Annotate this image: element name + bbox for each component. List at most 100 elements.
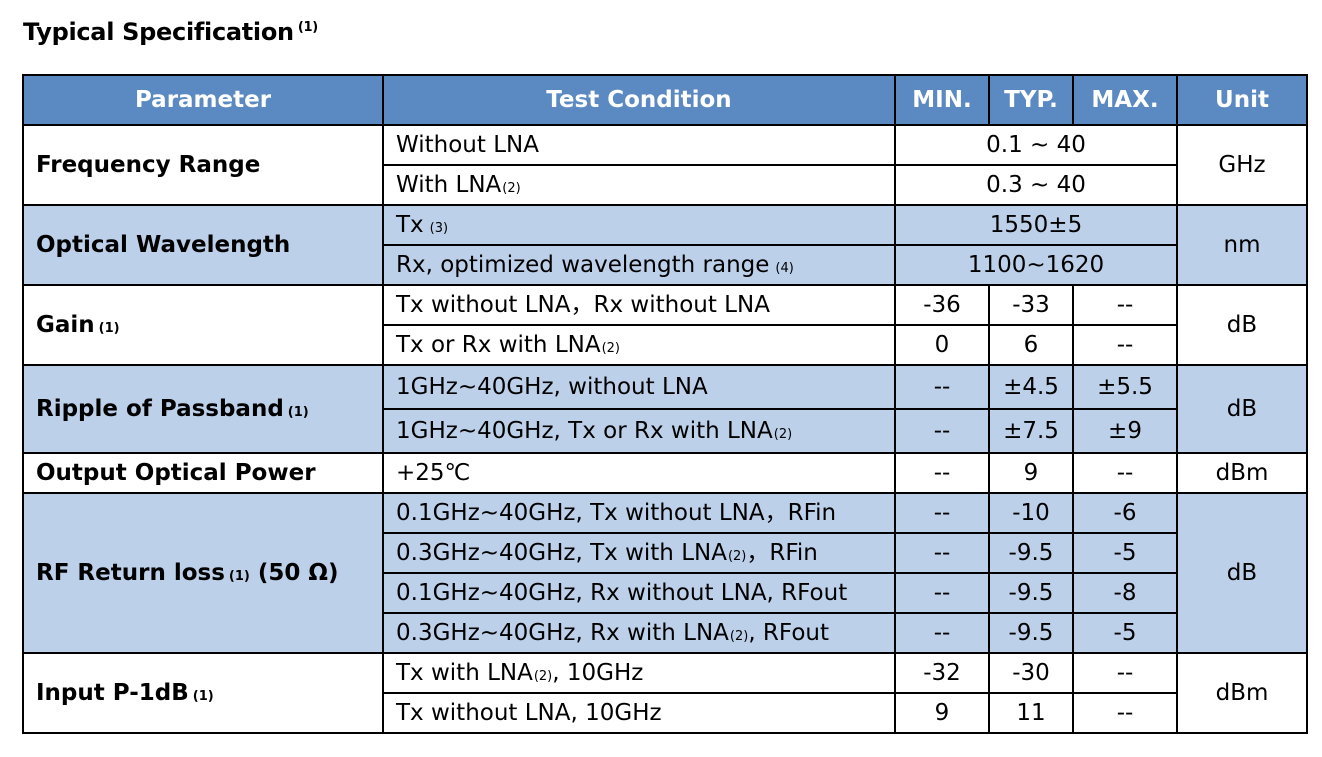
table-row: 0.3GHz~40GHz, Tx with LNA(2)，RFin -- -9.… xyxy=(23,532,1307,574)
condition-cell: 0.1GHz~40GHz, Tx without LNA，RFin xyxy=(382,492,896,534)
typ-cell: -33 xyxy=(988,284,1074,326)
table-row: With LNA(2) 0.3 ~ 40 xyxy=(23,164,1307,206)
condition-cell: 1GHz~40GHz, without LNA xyxy=(382,364,896,410)
param-input-p1db: Input P-1dB (1) xyxy=(22,652,384,734)
max-cell: -5 xyxy=(1072,612,1178,654)
param-rf-return-loss: RF Return loss (1) (50 Ω) xyxy=(22,492,384,654)
min-cell: -- xyxy=(894,492,990,534)
condition-text: 0.1GHz~40GHz, Rx without LNA, RFout xyxy=(396,580,848,606)
table-row: Optical Wavelength Tx (3) 1550±5 nm xyxy=(22,204,1308,286)
footnote-ref: (4) xyxy=(775,261,794,276)
condition-text-suffix: ，RFin xyxy=(746,540,818,566)
unit-cell: dBm xyxy=(1176,652,1308,734)
condition-text-suffix: , RFout xyxy=(748,620,829,646)
table-row: Tx without LNA, 10GHz 9 11 -- xyxy=(23,692,1307,734)
condition-cell: Tx or Rx with LNA(2) xyxy=(382,324,896,366)
footnote-ref: (2) xyxy=(727,549,747,564)
min-cell: -- xyxy=(894,364,990,410)
param-frequency-range: Frequency Range xyxy=(22,124,384,206)
title-text: Typical Specification xyxy=(23,18,294,46)
max-cell: -- xyxy=(1072,652,1178,694)
table-row: 0.1GHz~40GHz, Rx without LNA, RFout -- -… xyxy=(23,572,1307,614)
footnote-ref: (1) xyxy=(228,569,250,584)
typ-cell: -10 xyxy=(988,492,1074,534)
param-ripple-of-passband: Ripple of Passband (1) xyxy=(22,364,384,454)
typ-cell: -9.5 xyxy=(988,572,1074,614)
table-row: Gain (1) Tx without LNA，Rx without LNA -3… xyxy=(22,284,1308,366)
condition-text: +25℃ xyxy=(396,460,471,486)
condition-cell: +25℃ xyxy=(382,452,896,494)
condition-cell: 0.1GHz~40GHz, Rx without LNA, RFout xyxy=(382,572,896,614)
min-cell: -- xyxy=(894,408,990,454)
page-title: Typical Specification (1) xyxy=(23,18,318,46)
typ-cell: -9.5 xyxy=(988,612,1074,654)
condition-cell: Tx with LNA(2), 10GHz xyxy=(382,652,896,694)
footnote-ref: (1) xyxy=(98,321,120,336)
footnote-ref: (2) xyxy=(601,341,620,356)
condition-text: Tx xyxy=(396,212,424,238)
param-output-optical-power: Output Optical Power xyxy=(22,452,384,494)
table-row: Input P-1dB (1) Tx with LNA(2), 10GHz -32… xyxy=(22,652,1308,734)
title-footnote: (1) xyxy=(297,20,318,35)
typ-cell: 11 xyxy=(988,692,1074,734)
max-cell: -- xyxy=(1072,692,1178,734)
max-cell: -- xyxy=(1072,452,1178,494)
condition-cell: Tx without LNA，Rx without LNA xyxy=(382,284,896,326)
max-cell: -5 xyxy=(1072,532,1178,574)
header-parameter: Parameter xyxy=(22,74,384,126)
unit-cell: dBm xyxy=(1176,452,1308,494)
typ-cell: -9.5 xyxy=(988,532,1074,574)
min-cell: -- xyxy=(894,612,990,654)
param-suffix: (50 Ω) xyxy=(257,560,339,586)
condition-text: Rx, optimized wavelength range xyxy=(396,252,770,278)
condition-cell: Tx (3) xyxy=(382,204,896,246)
condition-cell: 0.3GHz~40GHz, Rx with LNA(2), RFout xyxy=(382,612,896,654)
min-cell: -- xyxy=(894,452,990,494)
min-cell: 0 xyxy=(894,324,990,366)
table-row: Frequency Range Without LNA 0.1 ~ 40 GHz xyxy=(22,124,1308,206)
unit-cell: dB xyxy=(1176,492,1308,654)
header-min: MIN. xyxy=(894,74,990,126)
param-label: RF Return loss xyxy=(36,560,225,586)
min-cell: -36 xyxy=(894,284,990,326)
footnote-ref: (2) xyxy=(773,427,793,442)
condition-cell: Without LNA xyxy=(382,124,896,166)
param-label: Output Optical Power xyxy=(36,460,316,486)
max-cell: ±5.5 xyxy=(1072,364,1178,410)
unit-cell: dB xyxy=(1176,284,1308,366)
param-label: Gain xyxy=(36,312,95,338)
header-typ: TYP. xyxy=(988,74,1074,126)
max-cell: -6 xyxy=(1072,492,1178,534)
condition-text: Tx with LNA xyxy=(396,660,533,686)
max-cell: -8 xyxy=(1072,572,1178,614)
unit-cell: nm xyxy=(1176,204,1308,286)
table-row: 0.3GHz~40GHz, Rx with LNA(2), RFout -- -… xyxy=(23,612,1307,654)
min-cell: -- xyxy=(894,532,990,574)
footnote-ref: (2) xyxy=(533,669,553,684)
footnote-ref: (3) xyxy=(429,221,449,236)
max-cell: -- xyxy=(1072,284,1178,326)
table-row: Output Optical Power +25℃ -- 9 -- dBm xyxy=(22,452,1308,494)
table-row: RF Return loss (1) (50 Ω) 0.1GHz~40GHz, T… xyxy=(22,492,1308,654)
condition-text: Tx without LNA, 10GHz xyxy=(396,700,662,726)
max-cell: -- xyxy=(1072,324,1178,366)
condition-text: With LNA xyxy=(396,172,502,198)
condition-cell: Tx without LNA, 10GHz xyxy=(382,692,896,734)
condition-cell: 1GHz~40GHz, Tx or Rx with LNA(2) xyxy=(382,408,896,454)
typ-cell: ±7.5 xyxy=(988,408,1074,454)
value-cell: 1100~1620 xyxy=(894,244,1178,286)
param-label: Input P-1dB xyxy=(36,680,189,706)
spec-table: Parameter Test Condition MIN. TYP. MAX. … xyxy=(22,74,1308,734)
condition-cell: With LNA(2) xyxy=(382,164,896,206)
typ-cell: -30 xyxy=(988,652,1074,694)
condition-text: 1GHz~40GHz, Tx or Rx with LNA xyxy=(396,418,773,444)
param-gain: Gain (1) xyxy=(22,284,384,366)
value-cell: 1550±5 xyxy=(894,204,1178,246)
min-cell: -- xyxy=(894,572,990,614)
min-cell: -32 xyxy=(894,652,990,694)
footnote-ref: (2) xyxy=(502,181,521,196)
header-condition: Test Condition xyxy=(382,74,896,126)
condition-text: 0.1GHz~40GHz, Tx without LNA，RFin xyxy=(396,500,837,526)
header-row: Parameter Test Condition MIN. TYP. MAX. … xyxy=(22,74,1308,126)
unit-cell: dB xyxy=(1176,364,1308,454)
